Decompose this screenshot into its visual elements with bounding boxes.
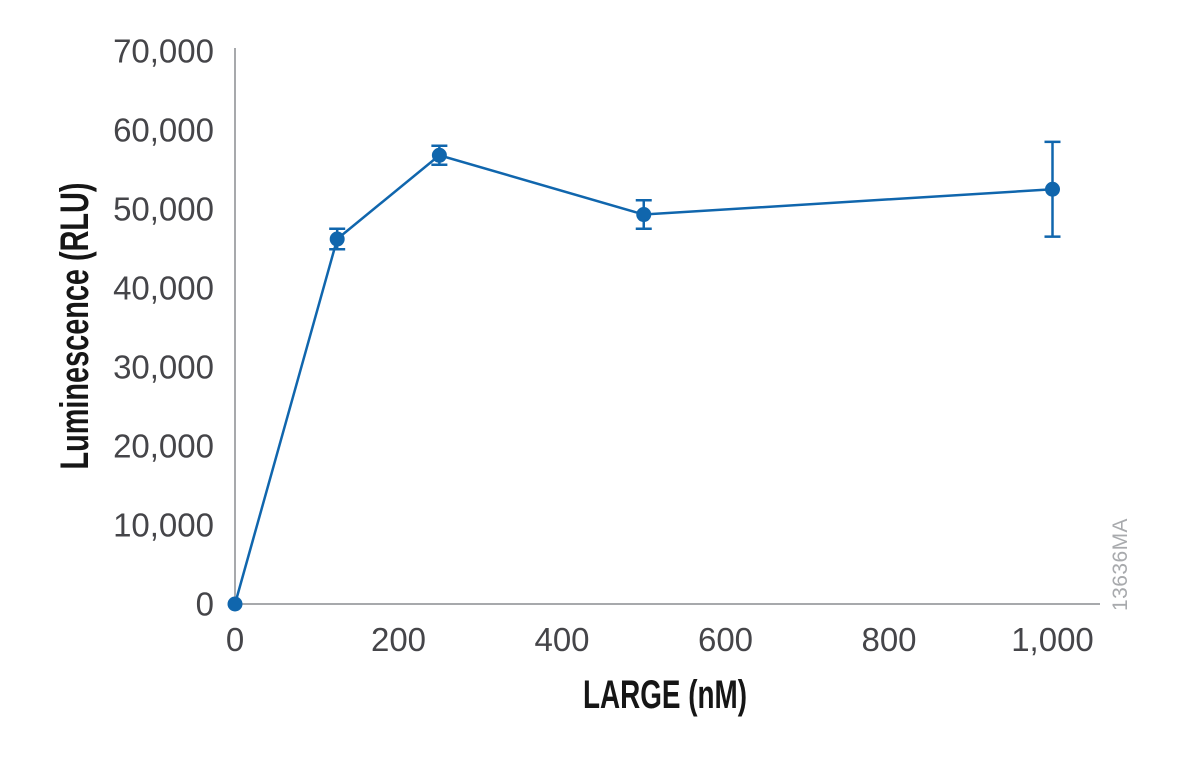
data-point-marker: [1045, 181, 1060, 197]
y-axis-title: Luminescence (RLU): [53, 183, 97, 470]
data-point-marker: [636, 207, 652, 223]
x-tick-label: 800: [861, 621, 916, 658]
x-tick-label: 0: [226, 621, 244, 658]
y-tick-label: 70,000: [113, 33, 214, 70]
x-tick-label: 200: [371, 621, 426, 658]
y-tick-label: 60,000: [113, 112, 214, 149]
y-tick-label: 40,000: [113, 270, 214, 307]
y-tick-label: 50,000: [113, 191, 214, 228]
data-series-layer: [227, 140, 1061, 612]
x-axis-title: LARGE (nM): [583, 673, 747, 717]
data-point-marker: [329, 231, 345, 247]
y-tick-label: 0: [196, 586, 214, 623]
x-tick-label: 600: [698, 621, 753, 658]
tick-labels-layer: 0 10,000 20,000 30,000 40,000 50,000 60,000 70,…: [113, 33, 1094, 658]
y-tick-label: 20,000: [113, 428, 214, 465]
x-tick-label: 400: [534, 621, 589, 658]
axes-layer: [234, 48, 1100, 605]
watermark-label: 13636MA: [1109, 518, 1132, 611]
data-point-marker: [431, 147, 447, 163]
y-tick-label: 30,000: [113, 349, 214, 386]
y-tick-label: 10,000: [113, 507, 214, 544]
x-tick-label: 1,000: [1011, 621, 1094, 658]
data-point-marker: [227, 596, 243, 612]
